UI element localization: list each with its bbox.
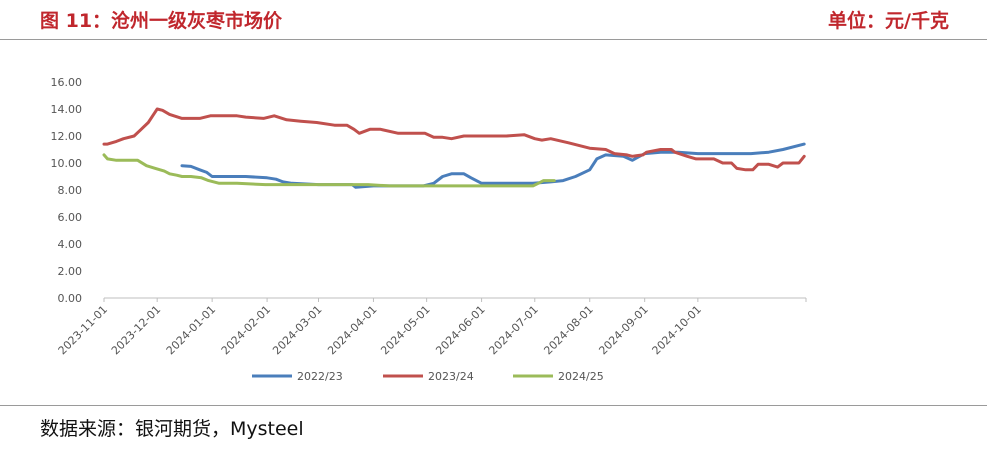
x-tick-label: 2024-03-01	[270, 303, 324, 357]
series-line-2024-25	[102, 153, 556, 188]
unit-label: 单位：元/千克	[828, 10, 949, 32]
x-tick-label: 2024-08-01	[541, 303, 595, 357]
x-tick-label: 2024-04-01	[325, 303, 379, 357]
y-axis: 0.00 2.00 4.00 6.00 8.00 10.00 12.00 14.00 16.00	[51, 76, 83, 305]
x-tick-label: 2023-11-01	[56, 303, 110, 357]
legend-label: 2023/24	[428, 370, 474, 383]
legend: 2022/23 2023/24 2024/25	[252, 370, 604, 383]
x-tick-label: 2024-02-01	[219, 303, 273, 357]
x-tick-label: 2024-10-01	[650, 303, 704, 357]
x-tick-label: 2024-06-01	[433, 303, 487, 357]
y-tick-label: 14.00	[51, 103, 83, 116]
series-lines	[102, 107, 806, 189]
y-tick-label: 6.00	[58, 211, 83, 224]
y-tick-label: 8.00	[58, 184, 83, 197]
series-line-2023-24	[102, 107, 806, 172]
y-tick-label: 12.00	[51, 130, 83, 143]
y-tick-label: 4.00	[58, 238, 83, 251]
chart-title: 图 11：沧州一级灰枣市场价	[40, 10, 283, 32]
x-tick-label: 2024-01-01	[164, 303, 218, 357]
line-chart: 0.00 2.00 4.00 6.00 8.00 10.00 12.00 14.00 16.00…	[51, 76, 807, 383]
x-tick-label: 2024-09-01	[596, 303, 650, 357]
source-note: 数据来源：银河期货，Mysteel	[40, 418, 304, 440]
y-tick-label: 2.00	[58, 265, 83, 278]
y-tick-label: 16.00	[51, 76, 83, 89]
bottom-divider	[0, 405, 987, 406]
legend-label: 2024/25	[558, 370, 604, 383]
series-line-2022-23	[180, 142, 806, 189]
x-tick-label: 2024-05-01	[378, 303, 432, 357]
y-tick-label: 0.00	[58, 292, 83, 305]
x-tick-label: 2023-12-01	[109, 303, 163, 357]
legend-label: 2022/23	[297, 370, 343, 383]
top-divider	[0, 39, 987, 40]
x-tick-label: 2024-07-01	[486, 303, 540, 357]
y-tick-label: 10.00	[51, 157, 83, 170]
